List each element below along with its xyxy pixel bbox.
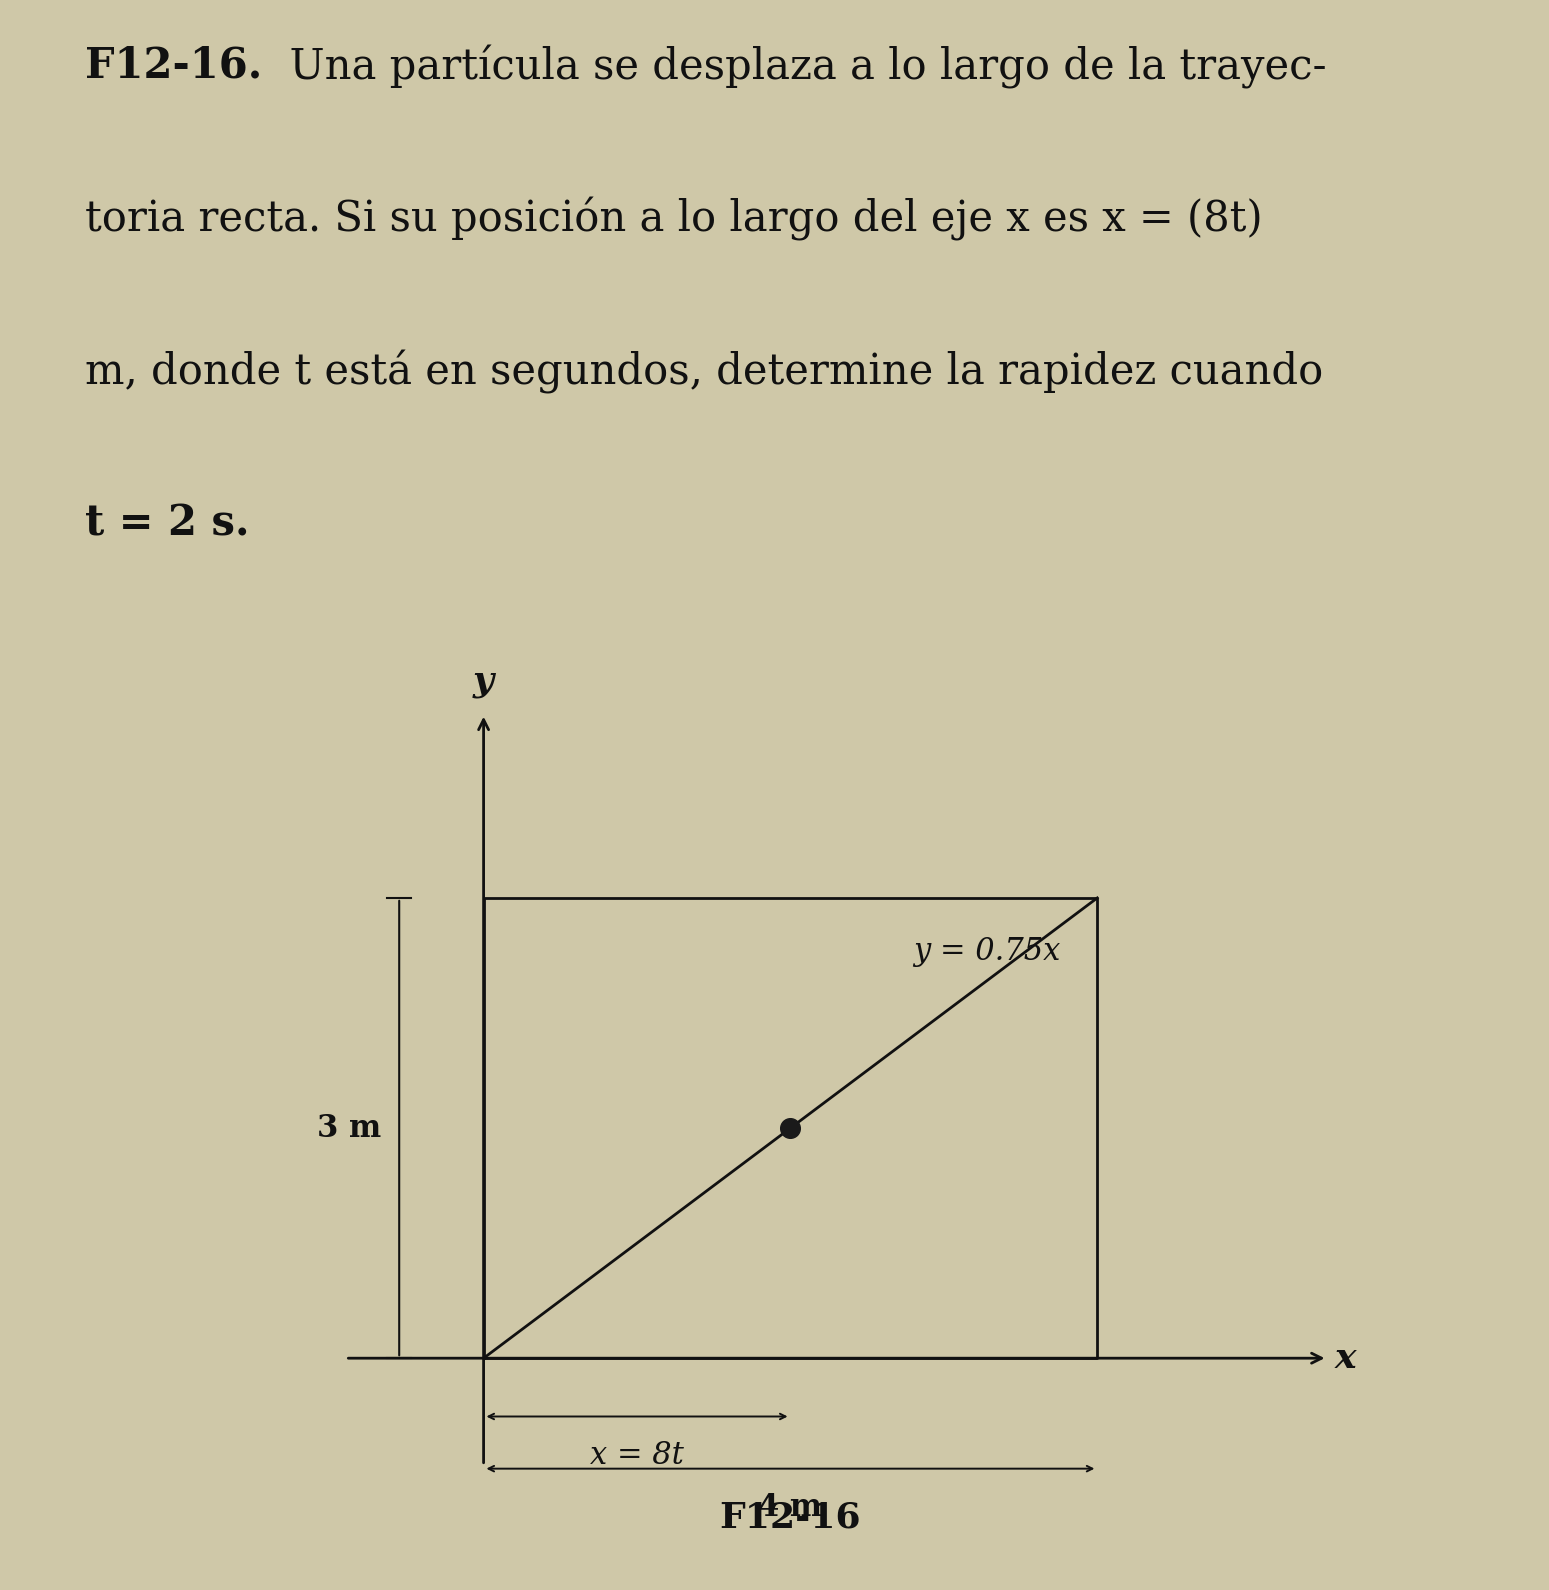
Text: x = 8t: x = 8t xyxy=(590,1439,685,1471)
Text: t = 2 s.: t = 2 s. xyxy=(85,502,249,544)
Text: F12-16.: F12-16. xyxy=(85,45,262,86)
Text: 4 m: 4 m xyxy=(759,1491,823,1523)
Text: y = 0.75x: y = 0.75x xyxy=(914,937,1061,967)
Text: 3 m: 3 m xyxy=(316,1113,381,1143)
Text: m, donde t está en segundos, determine la rapidez cuando: m, donde t está en segundos, determine l… xyxy=(85,350,1323,394)
Text: toria recta. Si su posición a lo largo del eje x es x = (8t): toria recta. Si su posición a lo largo d… xyxy=(85,197,1262,242)
Point xyxy=(778,1115,802,1140)
Text: F12-16: F12-16 xyxy=(720,1501,861,1534)
Text: y: y xyxy=(472,665,494,698)
Text: x: x xyxy=(1335,1342,1357,1375)
Text: Una partícula se desplaza a lo largo de la trayec-: Una partícula se desplaza a lo largo de … xyxy=(263,45,1327,89)
